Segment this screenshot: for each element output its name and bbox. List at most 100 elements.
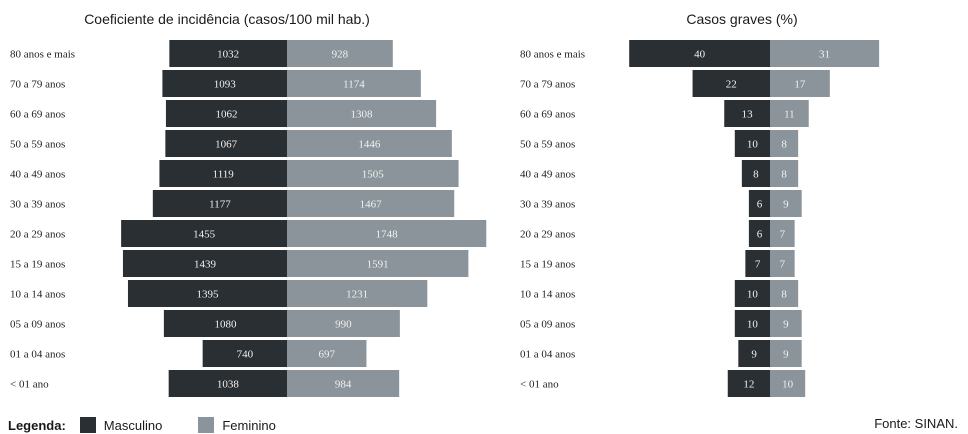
incidence-bar-male bbox=[168, 370, 287, 397]
severe-age-label: 50 a 59 anos bbox=[520, 139, 575, 151]
incidence-age-label: 05 a 09 anos bbox=[10, 319, 65, 331]
pyramid-charts-svg: Coeficiente de incidência (casos/100 mil… bbox=[10, 11, 880, 397]
incidence-bar-female bbox=[287, 280, 428, 307]
incidence-bar-male bbox=[163, 310, 287, 337]
severe-value-male: 10 bbox=[747, 289, 759, 301]
severe-value-male: 40 bbox=[694, 49, 706, 61]
severe-value-male: 13 bbox=[742, 109, 754, 121]
severe-bar-male bbox=[734, 310, 770, 337]
incidence-bar-male bbox=[169, 40, 287, 67]
incidence-age-label: 70 a 79 anos bbox=[10, 79, 65, 91]
severe-bar-male bbox=[741, 160, 770, 187]
incidence-value-male: 1119 bbox=[213, 169, 235, 181]
incidence-value-male: 1038 bbox=[217, 379, 240, 391]
incidence-value-female: 697 bbox=[318, 349, 335, 361]
severe-bar-female bbox=[770, 130, 799, 157]
severe-bar-female bbox=[770, 160, 799, 187]
incidence-bar-male bbox=[165, 100, 287, 127]
severe-value-female: 7 bbox=[780, 259, 786, 271]
incidence-value-male: 1439 bbox=[194, 259, 217, 271]
severe-value-female: 7 bbox=[780, 229, 786, 241]
severe-value-male: 8 bbox=[753, 169, 759, 181]
severe-value-male: 6 bbox=[757, 229, 763, 241]
severe-bar-male bbox=[738, 340, 770, 367]
incidence-value-male: 1177 bbox=[209, 199, 231, 211]
severe-bar-female bbox=[770, 340, 802, 367]
incidence-age-label: 10 a 14 anos bbox=[10, 289, 65, 301]
severe-bar-male bbox=[724, 100, 770, 127]
incidence-bar-female bbox=[287, 40, 393, 67]
source-note: Fonte: SINAN. bbox=[874, 416, 958, 431]
incidence-value-female: 1231 bbox=[346, 289, 368, 301]
severe-bar-female bbox=[770, 310, 802, 337]
severe-age-label: 15 a 19 anos bbox=[520, 259, 575, 271]
incidence-value-female: 928 bbox=[332, 49, 349, 61]
incidence-value-female: 1591 bbox=[367, 259, 389, 271]
incidence-age-label: 01 a 04 anos bbox=[10, 349, 65, 361]
legend-swatch-female bbox=[198, 417, 215, 433]
incidence-age-label: < 01 ano bbox=[10, 379, 49, 391]
incidence-age-label: 30 a 39 anos bbox=[10, 199, 65, 211]
incidence-bar-female bbox=[287, 100, 437, 127]
severe-value-female: 9 bbox=[783, 199, 789, 211]
incidence-bar-female bbox=[287, 130, 452, 157]
incidence-value-female: 1505 bbox=[362, 169, 385, 181]
severe-bar-female bbox=[770, 250, 795, 277]
severe-value-female: 17 bbox=[794, 79, 806, 91]
incidence-value-male: 1032 bbox=[217, 49, 239, 61]
incidence-age-label: 40 a 49 anos bbox=[10, 169, 65, 181]
severe-value-female: 10 bbox=[782, 379, 794, 391]
incidence-value-female: 1467 bbox=[360, 199, 383, 211]
incidence-bar-female bbox=[287, 160, 459, 187]
incidence-value-female: 1308 bbox=[351, 109, 374, 121]
incidence-bar-male bbox=[122, 250, 287, 277]
severe-age-label: 40 a 49 anos bbox=[520, 169, 575, 181]
legend-item-male: Masculino bbox=[79, 417, 162, 433]
severe-title: Casos graves (%) bbox=[686, 11, 797, 27]
severe-value-female: 11 bbox=[784, 109, 795, 121]
legend: Legenda: Masculino Feminino bbox=[8, 416, 312, 434]
incidence-bar-male bbox=[159, 160, 287, 187]
incidence-bar-male bbox=[152, 190, 287, 217]
incidence-bar-female bbox=[287, 340, 367, 367]
incidence-value-male: 1062 bbox=[215, 109, 237, 121]
incidence-value-male: 1455 bbox=[193, 229, 216, 241]
severe-age-label: 60 a 69 anos bbox=[520, 109, 575, 121]
incidence-bar-male bbox=[127, 280, 287, 307]
severe-bar-male bbox=[748, 220, 770, 247]
incidence-bar-male bbox=[202, 340, 287, 367]
severe-value-male: 22 bbox=[726, 79, 737, 91]
incidence-value-female: 1446 bbox=[358, 139, 381, 151]
incidence-value-female: 990 bbox=[335, 319, 352, 331]
severe-value-male: 7 bbox=[755, 259, 761, 271]
incidence-bar-male bbox=[162, 70, 287, 97]
incidence-age-label: 50 a 59 anos bbox=[10, 139, 65, 151]
severe-age-label: 20 a 29 anos bbox=[520, 229, 575, 241]
incidence-value-female: 984 bbox=[335, 379, 352, 391]
incidence-bar-female bbox=[287, 310, 400, 337]
severe-value-male: 10 bbox=[747, 319, 759, 331]
severe-bar-female bbox=[770, 190, 802, 217]
severe-age-label: 05 a 09 anos bbox=[520, 319, 575, 331]
severe-bar-male bbox=[727, 370, 770, 397]
severe-bar-male bbox=[745, 250, 770, 277]
incidence-value-male: 1395 bbox=[196, 289, 219, 301]
incidence-value-male: 1093 bbox=[214, 79, 237, 91]
incidence-value-male: 1067 bbox=[215, 139, 238, 151]
severe-bar-male bbox=[748, 190, 770, 217]
incidence-age-label: 60 a 69 anos bbox=[10, 109, 65, 121]
incidence-title: Coeficiente de incidência (casos/100 mil… bbox=[84, 11, 370, 27]
severe-age-label: 01 a 04 anos bbox=[520, 349, 575, 361]
severe-value-male: 6 bbox=[757, 199, 763, 211]
severe-bar-male bbox=[629, 40, 770, 67]
severe-bar-female bbox=[770, 220, 795, 247]
incidence-bar-female bbox=[287, 250, 469, 277]
incidence-value-female: 1174 bbox=[343, 79, 365, 91]
incidence-bar-male bbox=[121, 220, 287, 247]
severe-bar-female bbox=[770, 40, 880, 67]
severe-value-female: 9 bbox=[783, 319, 789, 331]
severe-bar-female bbox=[770, 370, 806, 397]
legend-label: Legenda: bbox=[8, 417, 66, 433]
severe-value-female: 8 bbox=[781, 289, 787, 301]
severe-value-female: 31 bbox=[819, 49, 830, 61]
